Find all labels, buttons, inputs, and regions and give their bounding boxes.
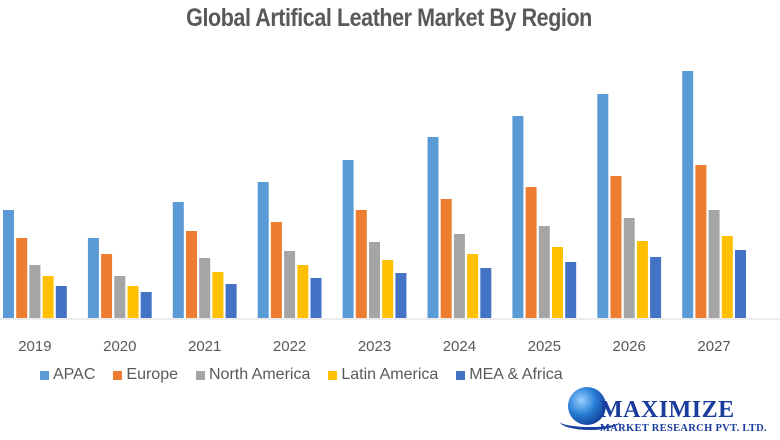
legend-item: North America xyxy=(195,366,311,384)
x-tick-labels: 2019 2020 2021 2022 2023 2024 2025 2026 2027 xyxy=(18,338,731,355)
x-tick-label: 2026 xyxy=(613,338,646,355)
bar-europe-2019 xyxy=(16,238,28,318)
bar-apac-2027 xyxy=(682,71,694,318)
logo-swoosh xyxy=(560,413,620,430)
legend-swatch xyxy=(195,370,205,380)
bar-mea-africa-2027 xyxy=(735,250,746,318)
legend-item: Europe xyxy=(113,366,178,384)
bar-apac-2020 xyxy=(87,238,99,318)
x-tick-label: 2023 xyxy=(358,338,391,355)
x-tick-label: 2025 xyxy=(528,338,561,355)
bar-latin-america-2023 xyxy=(382,260,394,318)
chart-title: Global Artifical Leather Market By Regio… xyxy=(186,4,592,32)
bar-europe-2025 xyxy=(525,187,537,318)
bar-latin-america-2022 xyxy=(297,265,309,318)
bar-latin-america-2021 xyxy=(212,272,224,318)
bar-europe-2021 xyxy=(186,231,197,318)
bar-apac-2023 xyxy=(342,160,354,318)
bar-latin-america-2019 xyxy=(42,276,54,318)
legend-swatch xyxy=(328,370,338,380)
bar-europe-2023 xyxy=(355,210,367,318)
bar-mea-africa-2022 xyxy=(310,278,322,318)
bar-latin-america-2026 xyxy=(636,241,648,318)
legend-item: Latin America xyxy=(328,366,438,384)
legend-label: Latin America xyxy=(341,366,439,383)
legend-label: APAC xyxy=(53,366,96,383)
bar-apac-2026 xyxy=(597,94,609,318)
legend-item: APAC xyxy=(40,366,95,384)
bar-mea-africa-2023 xyxy=(395,273,407,318)
bar-latin-america-2027 xyxy=(721,236,733,318)
x-tick-label: 2027 xyxy=(697,338,730,355)
legend-label: Europe xyxy=(126,366,178,383)
legend-swatch xyxy=(40,370,49,380)
bar-apac-2024 xyxy=(427,137,439,318)
legend-swatch xyxy=(113,370,123,380)
bar-north-america-2027 xyxy=(708,210,720,318)
legend: APAC Europe North America Latin America MEA … xyxy=(40,366,581,384)
legend-label: North America xyxy=(208,366,311,383)
bar-europe-2024 xyxy=(440,199,452,318)
x-tick-label: 2021 xyxy=(188,338,221,355)
bar-europe-2020 xyxy=(101,254,113,318)
bar-north-america-2022 xyxy=(284,251,296,318)
x-tick-label: 2022 xyxy=(273,338,306,355)
bar-latin-america-2024 xyxy=(467,254,479,318)
x-tick-label: 2019 xyxy=(18,338,51,355)
x-tick-label: 2024 xyxy=(443,338,476,355)
bar-apac-2025 xyxy=(512,116,524,318)
logo-subtitle: MARKET RESEARCH PVT. LTD. xyxy=(600,423,767,434)
bar-latin-america-2025 xyxy=(552,247,563,318)
bar-apac-2021 xyxy=(172,202,184,318)
bar-north-america-2026 xyxy=(623,218,635,318)
bar-mea-africa-2019 xyxy=(55,286,67,318)
bar-mea-africa-2021 xyxy=(225,284,237,318)
legend-item: MEA & Africa xyxy=(456,366,563,384)
bar-latin-america-2020 xyxy=(127,286,139,318)
bar-north-america-2020 xyxy=(114,276,126,318)
bar-apac-2019 xyxy=(3,210,14,318)
bar-north-america-2021 xyxy=(199,258,211,318)
bar-europe-2026 xyxy=(610,176,622,318)
globe-icon xyxy=(568,387,606,425)
bar-europe-2022 xyxy=(270,222,282,318)
bar-north-america-2024 xyxy=(453,234,465,318)
bars-layer xyxy=(3,71,746,318)
logo-name: MAXIMIZE xyxy=(600,397,735,423)
bar-north-america-2023 xyxy=(369,242,380,318)
bar-north-america-2025 xyxy=(538,226,550,318)
legend-swatch xyxy=(456,370,466,380)
bar-chart: 2019 2020 2021 2022 2023 2024 2025 2026 2027 xyxy=(0,71,780,355)
bar-mea-africa-2024 xyxy=(480,268,492,318)
bar-mea-africa-2020 xyxy=(140,292,152,318)
x-tick-label: 2020 xyxy=(103,338,136,355)
company-logo: MAXIMIZE MARKET RESEARCH PVT. LTD. xyxy=(560,385,780,440)
bar-mea-africa-2026 xyxy=(650,257,662,318)
bar-europe-2027 xyxy=(695,165,707,318)
bar-north-america-2019 xyxy=(29,265,41,318)
legend-label: MEA & Africa xyxy=(469,366,563,383)
bar-mea-africa-2025 xyxy=(565,262,577,318)
bar-apac-2022 xyxy=(257,182,269,318)
